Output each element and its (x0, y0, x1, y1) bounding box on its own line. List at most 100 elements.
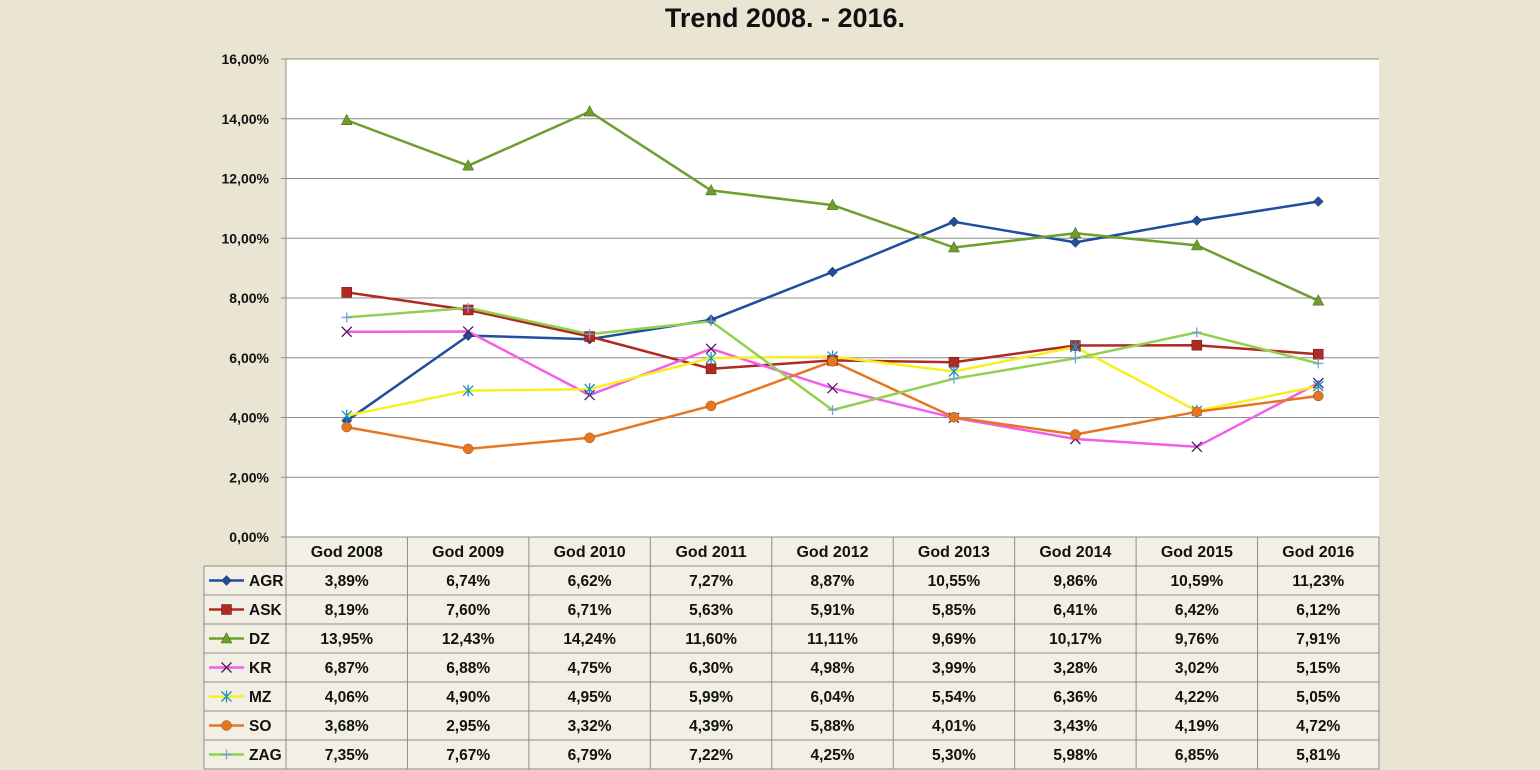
data-point-ask (705, 363, 717, 375)
data-point-dz (340, 113, 353, 125)
data-point-so (1070, 429, 1081, 440)
data-point-so (1313, 390, 1324, 402)
x-category-label: God 2016 (1282, 544, 1354, 561)
data-point-zag (341, 312, 352, 323)
table-cell: 3,89% (325, 573, 369, 590)
legend-marker-agr (221, 575, 232, 586)
table-cell: 12,43% (442, 631, 495, 648)
table-cell: 4,06% (325, 689, 369, 706)
table-cell: 7,35% (325, 747, 369, 764)
y-tick-label: 14,00% (222, 111, 270, 127)
table-cell: 11,11% (807, 631, 858, 648)
legend-marker-ask (221, 604, 232, 615)
table-cell: 14,24% (563, 631, 616, 648)
table-cell: 10,59% (1171, 573, 1224, 590)
table-cell: 4,19% (1175, 718, 1219, 735)
table-cell: 6,79% (568, 747, 612, 764)
y-tick-label: 4,00% (229, 410, 269, 426)
data-point-kr (341, 326, 353, 338)
table-body-bg (204, 566, 1379, 769)
x-category-label: God 2013 (918, 544, 990, 561)
data-point-zag (584, 329, 595, 340)
data-point-so (462, 443, 474, 455)
data-point-agr (1070, 237, 1081, 248)
table-cell: 6,88% (446, 660, 490, 677)
table-cell: 8,87% (811, 573, 855, 590)
y-tick-label: 6,00% (229, 350, 269, 366)
legend-label: SO (249, 718, 271, 735)
legend-label: MZ (249, 689, 272, 706)
table-cell: 6,36% (1053, 689, 1097, 706)
table-cell: 5,91% (811, 602, 855, 619)
legend-marker-mz (221, 690, 232, 703)
data-point-zag (1191, 327, 1202, 338)
table-cell: 4,01% (932, 718, 976, 735)
data-point-mz (341, 409, 353, 422)
table-cell: 4,39% (689, 718, 733, 735)
table-cell: 3,02% (1175, 660, 1219, 677)
data-point-ask (1191, 339, 1203, 351)
table-cell: 5,54% (932, 689, 976, 706)
table-cell: 4,98% (811, 660, 855, 677)
data-point-mz (1312, 380, 1324, 393)
legend-marker-zag (221, 749, 232, 760)
data-point-kr (827, 382, 838, 394)
data-table: God 2008 God 2009 God 2010 God 2011 God 2012… (203, 536, 1380, 770)
legend-label: DZ (249, 631, 270, 648)
table-cell: 4,25% (811, 747, 855, 764)
table-cell: 11,23% (1292, 573, 1344, 590)
legend-label: AGR (249, 573, 283, 590)
table-cell: 5,15% (1296, 660, 1340, 677)
table-cell: 11,60% (685, 631, 737, 648)
y-axis-ticks: 0,00% 2,00% 4,00% 6,00% 8,00% 10,00% 12,00% 14,… (222, 51, 270, 545)
data-point-dz (1312, 294, 1325, 306)
y-tick-label: 8,00% (229, 290, 269, 306)
data-point-so (341, 421, 352, 433)
data-point-kr (705, 343, 717, 355)
table-cell: 7,67% (446, 747, 490, 764)
table-cell: 4,90% (446, 689, 490, 706)
legend-marker-so (221, 720, 232, 731)
table-cell: 7,91% (1296, 631, 1340, 648)
table-cell: 8,19% (325, 602, 369, 619)
y-tick-label: 10,00% (222, 230, 270, 246)
table-cell: 6,42% (1175, 602, 1219, 619)
table-cell: 5,85% (932, 602, 976, 619)
x-category-label: God 2008 (311, 544, 383, 561)
data-point-mz (1069, 340, 1081, 353)
data-point-zag (463, 302, 474, 313)
data-point-agr (827, 266, 838, 278)
data-point-ask (341, 287, 352, 298)
legend-marker-kr (221, 662, 232, 673)
data-point-so (827, 356, 838, 367)
legend-label: ASK (249, 602, 283, 619)
table-cell: 3,28% (1053, 660, 1097, 677)
table-cell: 3,43% (1053, 718, 1097, 735)
data-point-dz (948, 240, 960, 253)
table-cell: 6,71% (568, 602, 612, 619)
table-cell: 3,68% (325, 718, 369, 735)
data-point-agr (948, 216, 960, 228)
table-cell: 4,75% (568, 660, 612, 677)
table-cell: 4,22% (1175, 689, 1219, 706)
x-category-label: God 2009 (432, 544, 504, 561)
table-cell: 6,87% (325, 660, 369, 677)
data-point-so (705, 400, 717, 412)
table-cell: 5,05% (1296, 689, 1340, 706)
table-cell: 2,95% (446, 718, 490, 735)
data-point-so (584, 432, 595, 444)
table-cell: 6,85% (1175, 747, 1219, 764)
table-cell: 9,69% (932, 631, 976, 648)
y-tick-label: 0,00% (229, 529, 269, 545)
data-point-zag (948, 373, 959, 384)
table-cell: 9,86% (1053, 573, 1097, 590)
table-cell: 5,98% (1053, 747, 1097, 764)
table-cell: 3,99% (932, 660, 976, 677)
y-tick-label: 12,00% (222, 171, 270, 187)
table-cell: 10,55% (928, 573, 981, 590)
table-cell: 5,81% (1296, 747, 1340, 764)
data-point-zag (1070, 353, 1081, 364)
data-point-kr (1191, 441, 1203, 453)
data-point-dz (1190, 238, 1203, 251)
